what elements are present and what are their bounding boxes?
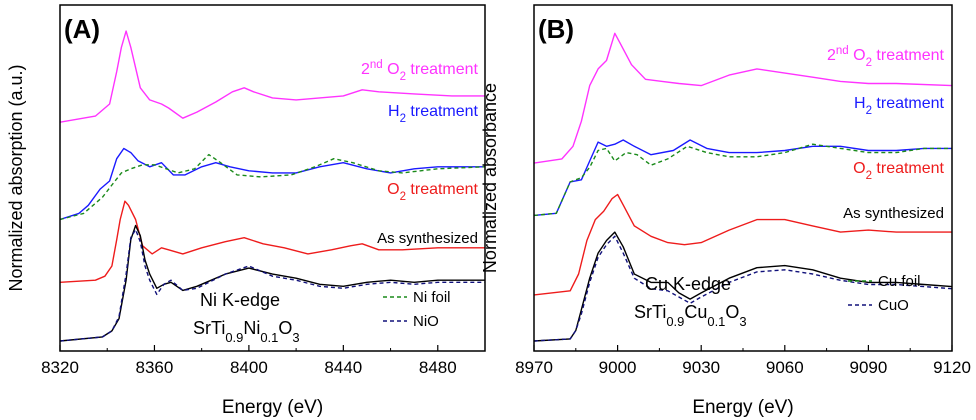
annotation-o2-part: O — [853, 160, 865, 177]
annotation-h2-part: 2 — [400, 113, 406, 125]
annotation-formula-part: SrTi — [193, 318, 225, 338]
annotation-o2_2nd-part: treatment — [872, 47, 945, 64]
annotation-edge: Cu K-edge — [645, 274, 731, 294]
series-line-h2 — [534, 139, 952, 217]
x-tick-label: 8440 — [324, 358, 362, 377]
legend-label: CuO — [878, 297, 909, 314]
annotation-formula: SrTi0.9Cu0.1O3 — [634, 302, 747, 329]
annotation-o2_2nd-part: 2 — [361, 61, 370, 78]
annotation-formula-part: 0.9 — [225, 330, 243, 345]
y-axis-label: Normalized absorption (a.u.) — [6, 64, 26, 291]
annotation-o2_2nd-part: O — [849, 47, 866, 64]
series-line-o2 — [60, 200, 485, 283]
annotation-o2: O2 treatment — [853, 160, 944, 182]
series-line-cu_foil — [534, 143, 952, 217]
series-line-h2 — [60, 147, 485, 221]
annotation-as-part: As synthesized — [377, 230, 478, 247]
annotation-o2-part: O — [387, 181, 399, 198]
annotation-edge-part: Cu K-edge — [645, 274, 731, 294]
annotation-h2: H2 treatment — [388, 103, 479, 125]
x-tick-label: 8970 — [515, 358, 553, 377]
panel-b: 8970 9000 9030 9060 9090 9120 Energy (eV) Norma… — [480, 4, 971, 418]
x-tick-label: 9030 — [682, 358, 720, 377]
annotation-o2_2nd: 2nd O2 treatment — [827, 45, 945, 69]
series-group — [534, 32, 952, 342]
x-tick-label: 8360 — [136, 358, 174, 377]
x-axis-label: Energy (eV) — [222, 397, 323, 418]
annotation-formula-part: 0.1 — [707, 314, 725, 329]
series-line-o2_2nd — [534, 32, 952, 164]
annotation-h2-part: treatment — [406, 103, 479, 120]
annotation-formula-part: Ni — [243, 318, 260, 338]
x-tick-label: 8400 — [230, 358, 268, 377]
x-tick-label: 8480 — [419, 358, 457, 377]
annotation-o2: O2 treatment — [387, 181, 478, 203]
annotation-h2-part: 2 — [866, 105, 872, 117]
series-line-as_syn — [534, 231, 952, 342]
annotation-edge-part: Ni K-edge — [200, 290, 280, 310]
annotation-h2: H2 treatment — [854, 95, 945, 117]
annotation-o2-part: treatment — [872, 160, 945, 177]
annotation-as: As synthesized — [843, 205, 944, 222]
annotation-as: As synthesized — [377, 230, 478, 247]
annotation-formula-part: Cu — [684, 302, 707, 322]
x-tick-label: 9060 — [766, 358, 804, 377]
series-line-nio — [60, 228, 485, 342]
annotation-o2_2nd-part: 2 — [866, 57, 872, 69]
annotation-formula-part: 3 — [739, 314, 746, 329]
annotation-o2-part: 2 — [400, 191, 406, 203]
legend-label: NiO — [413, 313, 439, 330]
annotation-formula-part: 0.9 — [666, 314, 684, 329]
annotation-edge: Ni K-edge — [200, 290, 280, 310]
annotation-formula-part: SrTi — [634, 302, 666, 322]
annotation-o2_2nd-part: treatment — [406, 61, 479, 78]
annotation-formula-part: O — [278, 318, 292, 338]
x-axis-label: Energy (eV) — [692, 397, 793, 418]
x-tick-label: 9120 — [933, 358, 971, 377]
series-line-cuo — [534, 235, 952, 342]
panel-label: (B) — [538, 14, 574, 44]
annotation-formula-part: O — [725, 302, 739, 322]
annotation-o2_2nd: 2nd O2 treatment — [361, 59, 479, 83]
legend-label: Ni foil — [413, 289, 451, 306]
annotation-o2-part: treatment — [406, 181, 479, 198]
annotation-formula: SrTi0.9Ni0.1O3 — [193, 318, 300, 345]
annotation-o2_2nd-part: O — [383, 61, 400, 78]
x-tick-label: 9090 — [849, 358, 887, 377]
annotation-o2_2nd-part: 2 — [827, 47, 836, 64]
annotation-h2-part: H — [388, 103, 400, 120]
x-tick-label: 9000 — [599, 358, 637, 377]
annotation-h2-part: H — [854, 95, 866, 112]
legend-label: Cu foil — [878, 273, 921, 290]
annotation-o2_2nd-part: 2 — [400, 71, 406, 83]
x-tick-label: 8320 — [41, 358, 79, 377]
annotation-o2_2nd-part: nd — [370, 59, 383, 71]
panel-a: 8320 8360 8400 8440 8480 Energy (eV) Normalize… — [6, 4, 486, 418]
series-line-o2 — [534, 193, 952, 296]
annotation-as-part: As synthesized — [843, 205, 944, 222]
annotation-formula-part: 0.1 — [260, 330, 278, 345]
annotation-o2_2nd-part: nd — [836, 45, 849, 57]
panel-label: (A) — [64, 14, 100, 44]
y-axis-label: Normalized absorbance — [480, 83, 500, 273]
plot-frame — [59, 4, 486, 352]
annotation-h2-part: treatment — [872, 95, 945, 112]
series-line-o2_2nd — [60, 30, 485, 123]
annotation-o2-part: 2 — [866, 170, 872, 182]
annotation-formula-part: 3 — [292, 330, 299, 345]
series-group — [60, 30, 485, 342]
